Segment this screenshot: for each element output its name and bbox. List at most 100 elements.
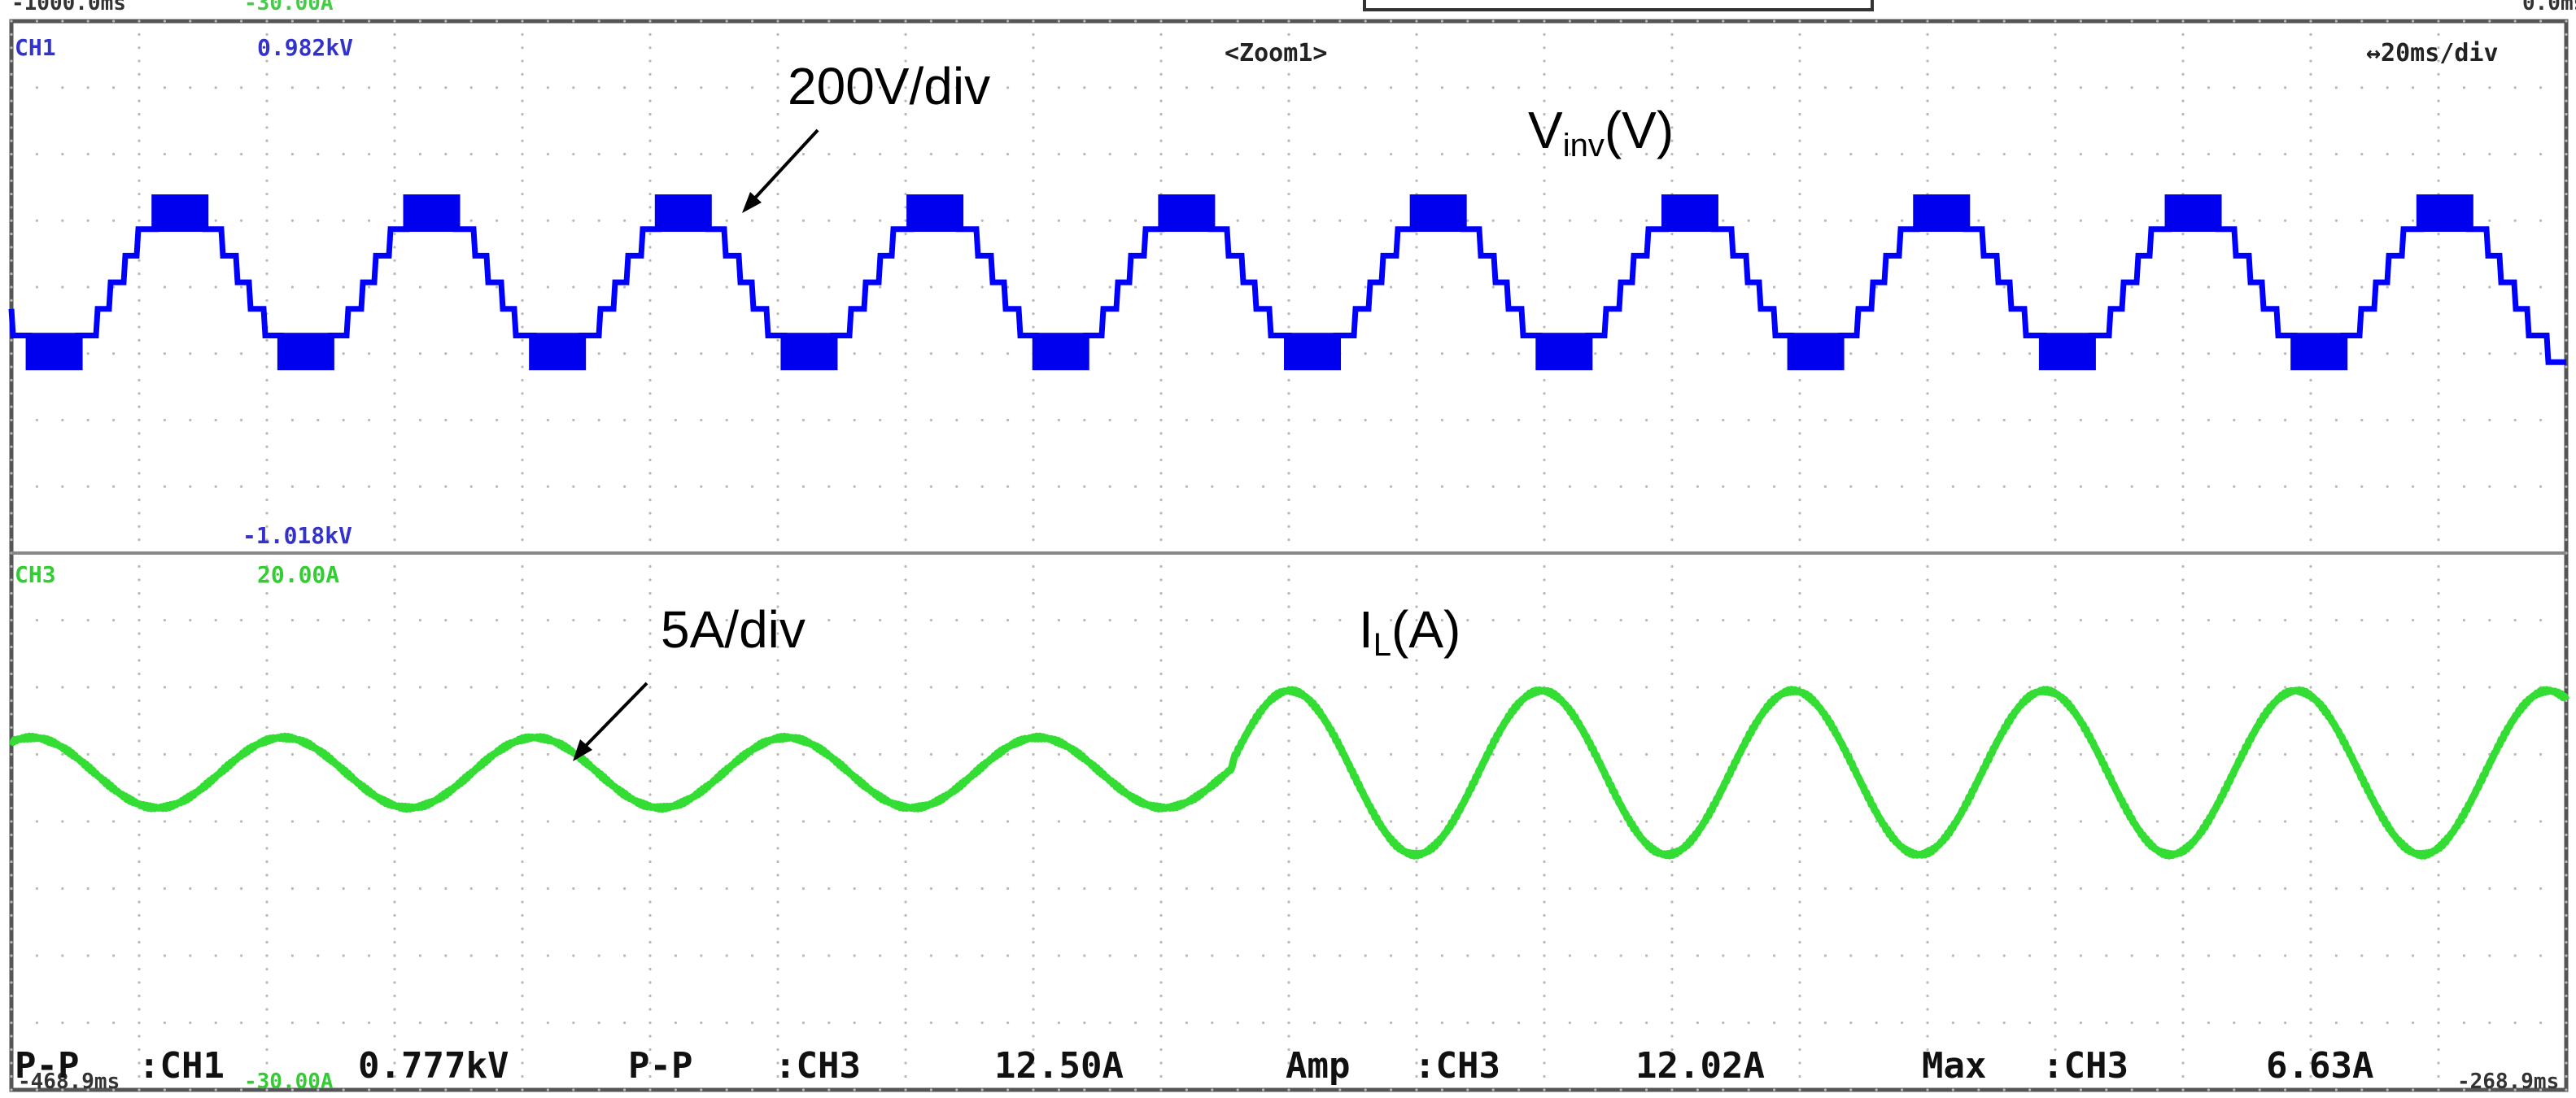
grid-dot (10, 206, 13, 209)
grid-dot (776, 994, 779, 998)
grid-dot (1159, 285, 1163, 289)
grid-dot (1619, 86, 1622, 89)
grid-dot (1645, 820, 1648, 823)
grid-dot (1185, 1021, 1188, 1025)
grid-dot (1926, 499, 1929, 502)
grid-dot (776, 887, 779, 891)
grid-dot (1312, 86, 1316, 89)
grid-dot (2130, 1088, 2133, 1091)
grid-dot (648, 874, 652, 877)
grid-dot (521, 954, 524, 957)
grid-dot (1032, 405, 1035, 408)
grid-dot (1543, 512, 1546, 515)
grid-dot (2105, 285, 2108, 289)
grid-dot (163, 1021, 166, 1025)
grid-dot (2539, 86, 2543, 89)
grid-dot (1619, 1088, 1622, 1091)
grid-dot (2565, 940, 2568, 944)
grid-dot (2105, 954, 2108, 957)
grid-dot (1670, 659, 1674, 662)
grid-dot (2437, 967, 2440, 971)
grid-dot (1798, 981, 1801, 984)
grid-dot (1057, 418, 1060, 422)
grid-dot (2054, 99, 2057, 102)
grid-dot (1543, 940, 1546, 944)
grid-dot (393, 578, 396, 582)
grid-dot (1083, 686, 1086, 689)
grid-dot (393, 887, 396, 891)
grid-dot (2488, 485, 2491, 488)
grid-dot (1926, 272, 1929, 276)
grid-dot (1159, 1021, 1163, 1025)
grid-dot (393, 219, 396, 222)
grid-dot (955, 418, 958, 422)
grid-dot (393, 72, 396, 76)
grid-dot (2412, 485, 2415, 488)
grid-dot (2181, 46, 2185, 50)
grid-dot (1670, 298, 1674, 302)
grid-dot (1415, 578, 1418, 582)
grid-dot (2054, 59, 2057, 63)
grid-dot (1798, 378, 1801, 382)
grid-dot (521, 806, 524, 810)
grid-dot (265, 285, 269, 289)
grid-dot (648, 325, 652, 329)
grid-dot (1032, 432, 1035, 435)
grid-dot (1159, 1035, 1163, 1038)
grid-dot (776, 499, 779, 502)
grid-dot (1875, 352, 1878, 355)
grid-dot (1926, 994, 1929, 998)
grid-dot (1543, 33, 1546, 36)
grid-dot (2360, 954, 2364, 957)
grid-dot (2309, 432, 2312, 435)
grid-dot (572, 219, 575, 222)
grid-dot (265, 1035, 269, 1038)
grid-dot (1134, 1021, 1137, 1025)
grid-dot (2181, 779, 2185, 783)
grid-dot (1159, 659, 1163, 662)
grid-dot (2565, 33, 2568, 36)
grid-dot (623, 418, 627, 422)
grid-dot (648, 392, 652, 395)
vinv-switching-ripple (25, 194, 2473, 371)
measurement-value: 0.777kV (358, 1045, 509, 1087)
grid-dot (2462, 954, 2465, 957)
grid-dot (2488, 954, 2491, 957)
grid-dot (1670, 246, 1674, 249)
grid-dot (1926, 927, 1929, 930)
grid-dot (240, 418, 243, 422)
grid-dot (1287, 739, 1290, 743)
grid-dot (1747, 954, 1750, 957)
grid-dot (1338, 152, 1342, 156)
grid-dot (10, 1008, 13, 1011)
grid-dot (2437, 994, 2440, 998)
grid-dot (1236, 285, 1239, 289)
grid-dot (10, 338, 13, 342)
grid-dot (1466, 485, 1469, 488)
grid-dot (1543, 285, 1546, 289)
grid-dot (2181, 967, 2185, 971)
grid-dot (2233, 887, 2236, 891)
grid-dot (2565, 512, 2568, 515)
grid-dot (1926, 33, 1929, 36)
grid-dot (2181, 1021, 2185, 1025)
grid-dot (2309, 659, 2312, 662)
grid-dot (2054, 1061, 2057, 1065)
grid-dot (1619, 954, 1622, 957)
grid-dot (2181, 645, 2185, 649)
grid-dot (2488, 219, 2491, 222)
grid-dot (496, 1021, 499, 1025)
grid-dot (1287, 954, 1290, 957)
grid-dot (1032, 1021, 1035, 1025)
grid-dot (1312, 485, 1316, 488)
grid-dot (2565, 46, 2568, 50)
grid-dot (342, 820, 345, 823)
grid-dot (2565, 632, 2568, 635)
grid-dot (546, 285, 550, 289)
grid-dot (2462, 1021, 2465, 1025)
grid-dot (1568, 485, 1571, 488)
grid-dot (1951, 485, 1954, 488)
grid-dot (1619, 618, 1622, 622)
grid-dot (393, 285, 396, 289)
grid-dot (138, 900, 141, 904)
